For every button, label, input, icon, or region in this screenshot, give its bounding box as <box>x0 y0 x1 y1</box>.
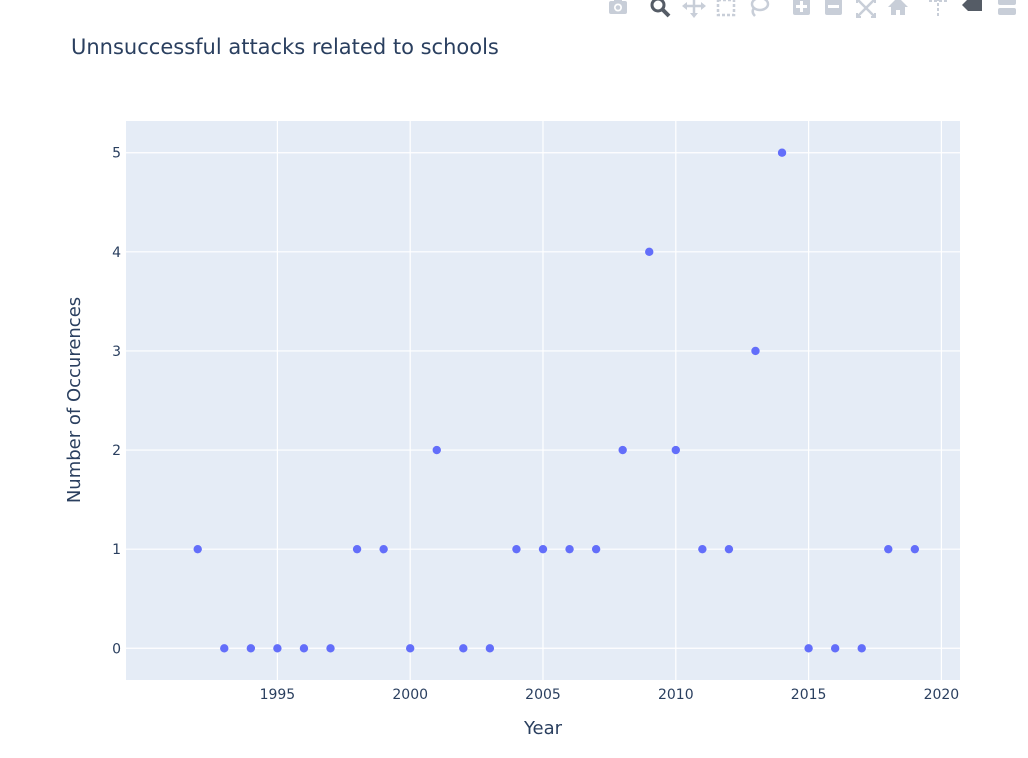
data-point[interactable] <box>645 247 654 257</box>
autoscale-icon[interactable] <box>854 0 878 18</box>
data-point[interactable] <box>857 644 866 653</box>
data-point[interactable] <box>220 644 229 653</box>
y-tick-label: 1 <box>112 542 121 558</box>
camera-icon[interactable] <box>606 0 630 18</box>
data-point[interactable] <box>459 644 468 653</box>
data-point[interactable] <box>777 148 787 157</box>
data-point[interactable] <box>485 644 495 653</box>
y-axis-title: Number of Occurences <box>64 297 85 503</box>
data-point[interactable] <box>326 644 335 653</box>
data-point[interactable] <box>591 544 601 554</box>
x-tick-label: 2020 <box>924 687 960 703</box>
x-tick-label: 2010 <box>658 687 694 703</box>
data-point[interactable] <box>246 644 256 653</box>
pan-icon[interactable] <box>682 0 706 18</box>
data-point[interactable] <box>884 544 893 554</box>
x-axis-ticks: 1995 2000 2005 2010 2015 2020 <box>260 687 960 703</box>
data-point[interactable] <box>565 544 574 554</box>
reset-axes-icon[interactable] <box>886 0 910 18</box>
data-point[interactable] <box>751 346 760 356</box>
x-tick-label: 2015 <box>791 687 827 703</box>
zoom-out-icon[interactable] <box>822 0 846 18</box>
data-point[interactable] <box>618 445 627 455</box>
x-tick-label: 1995 <box>260 687 296 703</box>
y-tick-label: 3 <box>112 344 121 360</box>
data-point[interactable] <box>299 644 309 653</box>
y-tick-label: 4 <box>112 245 121 261</box>
x-axis-title: Year <box>523 718 563 739</box>
data-point[interactable] <box>538 544 548 554</box>
x-tick-label: 2000 <box>392 687 428 703</box>
x-tick-label: 2005 <box>525 687 561 703</box>
y-tick-label: 2 <box>112 443 121 459</box>
data-point[interactable] <box>724 544 734 554</box>
data-point[interactable] <box>910 544 920 554</box>
y-axis-ticks: 0 1 2 3 4 5 <box>112 146 121 658</box>
data-point[interactable] <box>273 644 282 653</box>
data-point[interactable] <box>405 644 415 653</box>
data-point[interactable] <box>830 644 840 653</box>
hover-compare-icon[interactable] <box>992 0 1016 18</box>
zoom-icon[interactable] <box>648 0 672 18</box>
zoom-in-icon[interactable] <box>790 0 814 18</box>
data-point[interactable] <box>698 544 707 554</box>
data-point[interactable] <box>512 544 521 554</box>
data-points <box>193 148 920 653</box>
chart-title: Unnsuccessful attacks related to schools <box>71 35 499 59</box>
data-point[interactable] <box>379 544 388 554</box>
data-point[interactable] <box>193 544 202 554</box>
y-tick-label: 0 <box>112 641 121 657</box>
y-tick-label: 5 <box>112 146 121 162</box>
lasso-select-icon[interactable] <box>746 0 770 18</box>
spike-lines-icon[interactable] <box>926 0 950 18</box>
data-point[interactable] <box>671 445 681 455</box>
data-point[interactable] <box>352 544 362 554</box>
data-point[interactable] <box>804 644 813 653</box>
data-point[interactable] <box>432 445 441 455</box>
hover-closest-icon[interactable] <box>960 0 984 18</box>
